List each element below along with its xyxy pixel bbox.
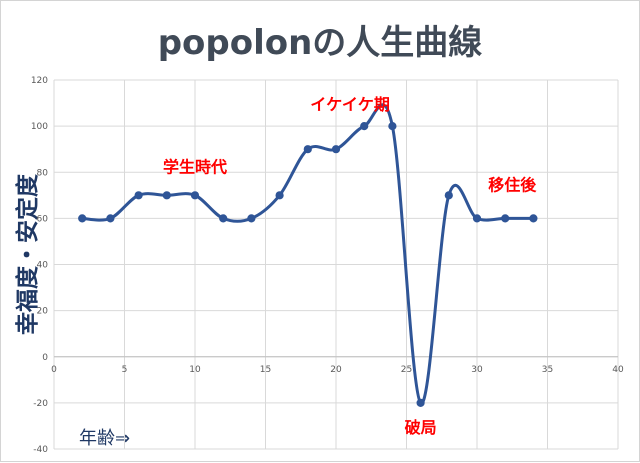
- data-point: [219, 214, 228, 223]
- x-tick-label: 30: [471, 365, 483, 375]
- data-point: [444, 191, 453, 200]
- data-point: [416, 398, 425, 407]
- x-tick-label: 0: [51, 365, 57, 375]
- y-tick-label: 40: [37, 261, 49, 271]
- y-tick-label: 60: [37, 214, 49, 224]
- y-tick-label: 20: [37, 307, 49, 317]
- data-point: [303, 145, 312, 154]
- x-tick-label: 15: [260, 365, 271, 375]
- data-point: [106, 214, 115, 223]
- chart-title: popolonの人生曲線: [157, 23, 483, 63]
- y-tick-label: 100: [31, 122, 48, 132]
- data-point: [78, 214, 87, 223]
- x-tick-label: 5: [122, 365, 128, 375]
- annotation-label: イケイケ期: [310, 95, 390, 114]
- annotation-label: 移住後: [488, 176, 537, 195]
- data-point: [134, 191, 143, 200]
- x-axis-label: 年齢⇒: [79, 428, 131, 449]
- data-point: [331, 145, 341, 154]
- y-tick-label: 0: [42, 353, 48, 363]
- x-tick-label: 40: [612, 365, 624, 375]
- data-point: [162, 191, 171, 200]
- annotation-label: 破局: [405, 418, 437, 437]
- data-point: [501, 214, 510, 223]
- data-point: [360, 122, 369, 131]
- x-tick-label: 20: [330, 365, 342, 375]
- annotation-label: 学生時代: [163, 157, 227, 176]
- data-point: [275, 191, 284, 200]
- data-point: [472, 214, 482, 223]
- data-point: [190, 191, 200, 200]
- y-tick-label: 80: [37, 168, 49, 178]
- y-tick-label: -20: [33, 399, 48, 409]
- data-point: [247, 214, 256, 223]
- y-tick-label: -40: [33, 445, 48, 455]
- x-tick-label: 35: [542, 365, 553, 375]
- data-point: [388, 122, 397, 131]
- x-tick-label: 25: [401, 365, 412, 375]
- data-point: [529, 214, 538, 223]
- y-tick-label: 120: [31, 76, 48, 86]
- x-tick-label: 10: [189, 365, 201, 375]
